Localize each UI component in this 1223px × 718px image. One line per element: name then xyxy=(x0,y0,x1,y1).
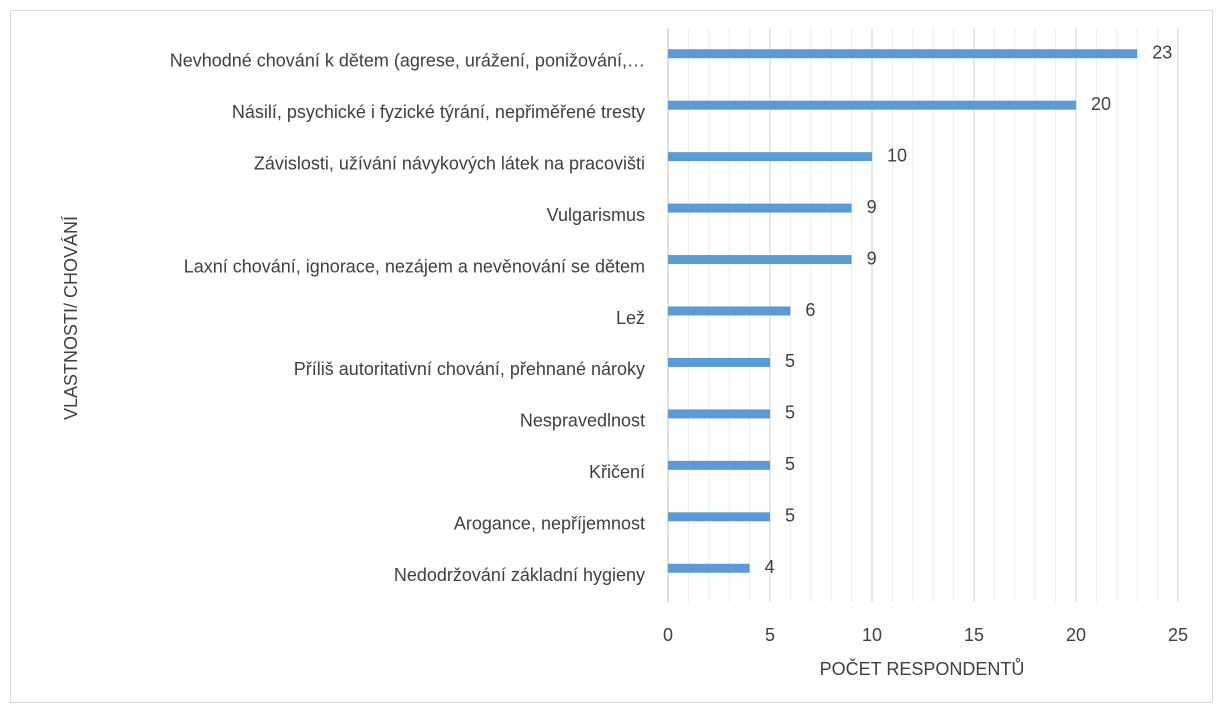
y-tick-label: Příliš autoritativní chování, přehnané n… xyxy=(294,359,645,379)
bar xyxy=(668,306,791,316)
bar xyxy=(668,152,872,162)
value-label: 23 xyxy=(1152,42,1172,62)
value-label: 20 xyxy=(1091,94,1111,114)
value-label: 9 xyxy=(867,197,877,217)
y-tick-label: Závislosti, užívání návykových látek na … xyxy=(254,153,645,173)
y-tick-label: Násilí, psychické i fyzické týrání, nepř… xyxy=(232,102,645,122)
y-axis-title: VLASTNOSTI/ CHOVÁNÍ xyxy=(61,216,81,420)
x-tick-label: 20 xyxy=(1066,625,1086,645)
x-tick-label: 0 xyxy=(663,625,673,645)
x-tick-label: 5 xyxy=(765,625,775,645)
bar xyxy=(668,357,770,367)
bar xyxy=(668,409,770,419)
bar xyxy=(668,512,770,522)
bar xyxy=(668,460,770,470)
value-label: 5 xyxy=(785,506,795,526)
value-label: 10 xyxy=(887,145,907,165)
value-label: 9 xyxy=(867,248,877,268)
y-tick-label: Nespravedlnost xyxy=(520,411,645,431)
y-tick-label: Lež xyxy=(616,308,645,328)
value-label: 4 xyxy=(765,557,775,577)
chart-frame xyxy=(10,10,1213,703)
y-tick-label: Vulgarismus xyxy=(547,205,645,225)
y-tick-label: Laxní chování, ignorace, nezájem a nevěn… xyxy=(184,256,645,276)
y-tick-label: Nedodržování základní hygieny xyxy=(394,565,645,585)
value-label: 5 xyxy=(785,351,795,371)
bar xyxy=(668,100,1076,110)
value-label: 6 xyxy=(805,300,815,320)
y-tick-label: Křičení xyxy=(589,462,645,482)
y-tick-label: Arogance, nepříjemnost xyxy=(454,514,645,534)
bar xyxy=(668,563,750,573)
x-tick-label: 10 xyxy=(862,625,882,645)
value-label: 5 xyxy=(785,454,795,474)
bar xyxy=(668,255,852,265)
value-label: 5 xyxy=(785,403,795,423)
bar xyxy=(668,203,852,213)
bar xyxy=(668,49,1138,59)
y-tick-label: Nevhodné chování k dětem (agrese, urážen… xyxy=(170,50,645,70)
x-tick-label: 25 xyxy=(1168,625,1188,645)
x-tick-label: 15 xyxy=(964,625,984,645)
x-axis-title: POČET RESPONDENTŮ xyxy=(820,658,1025,679)
